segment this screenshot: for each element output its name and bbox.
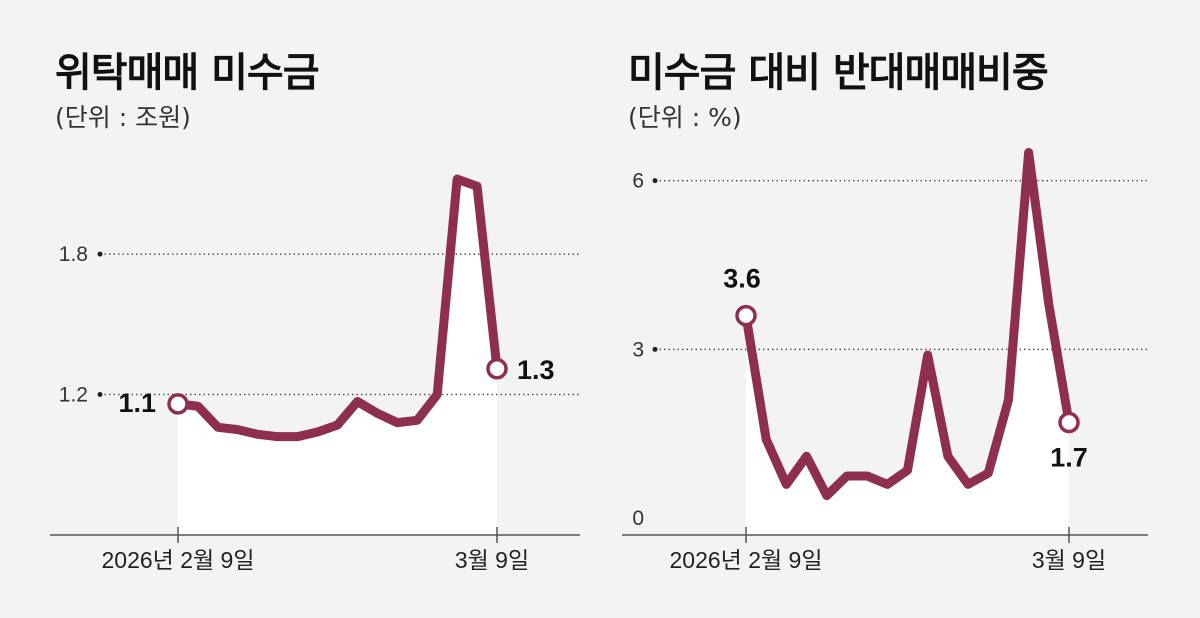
tick-dot: [652, 346, 658, 352]
data-label: 1.3: [517, 355, 555, 385]
area-fill: [178, 179, 497, 535]
series-line: [741, 148, 1074, 501]
chart-title: 미수금 대비 반대매매비중: [628, 50, 1049, 96]
x-tick-label: 2026년 2월 9일: [101, 547, 254, 573]
data-label: 1.1: [118, 388, 156, 418]
x-tick-label: 3월 9일: [1032, 547, 1106, 573]
area-fill: [746, 152, 1069, 535]
data-point-marker: [735, 304, 757, 327]
tick-dot: [97, 251, 103, 257]
chart-title: 위탁매매 미수금: [55, 50, 320, 96]
data-point-marker: [167, 393, 189, 415]
data-point-marker: [1058, 411, 1080, 434]
chart-right-svg: 0 3 6 2026년 2월 9일 3월 9일 3.6 1.7: [622, 148, 1148, 573]
data-point-marker: [486, 358, 508, 380]
left-chart-panel: 위탁매매 미수금 (단위 : 조원) 1.2 1.8 2026년 2월 9일 3월 9…: [50, 50, 580, 573]
unit-label: (단위 : %): [628, 103, 742, 132]
data-label: 1.7: [1050, 443, 1088, 473]
chart-left-svg: 1.2 1.8 2026년 2월 9일 3월 9일 1.1 1.3: [50, 174, 580, 573]
y-tick-label: 6: [632, 170, 644, 193]
tick-dot: [97, 392, 103, 398]
right-chart-panel: 미수금 대비 반대매매비중 (단위 : %) 0 3 6 2026년 2월 9일 3월 …: [600, 0, 1200, 618]
y-tick-label: 0: [632, 507, 644, 530]
tick-dot: [652, 178, 658, 184]
y-tick-label: 1.8: [59, 243, 88, 266]
y-tick-label: 3: [632, 338, 644, 361]
data-label: 3.6: [723, 264, 761, 294]
y-tick-label: 1.2: [59, 384, 88, 407]
series-line: [173, 174, 502, 442]
x-tick-label: 3월 9일: [455, 547, 529, 573]
x-tick-label: 2026년 2월 9일: [669, 547, 822, 573]
unit-label: (단위 : 조원): [55, 103, 191, 132]
